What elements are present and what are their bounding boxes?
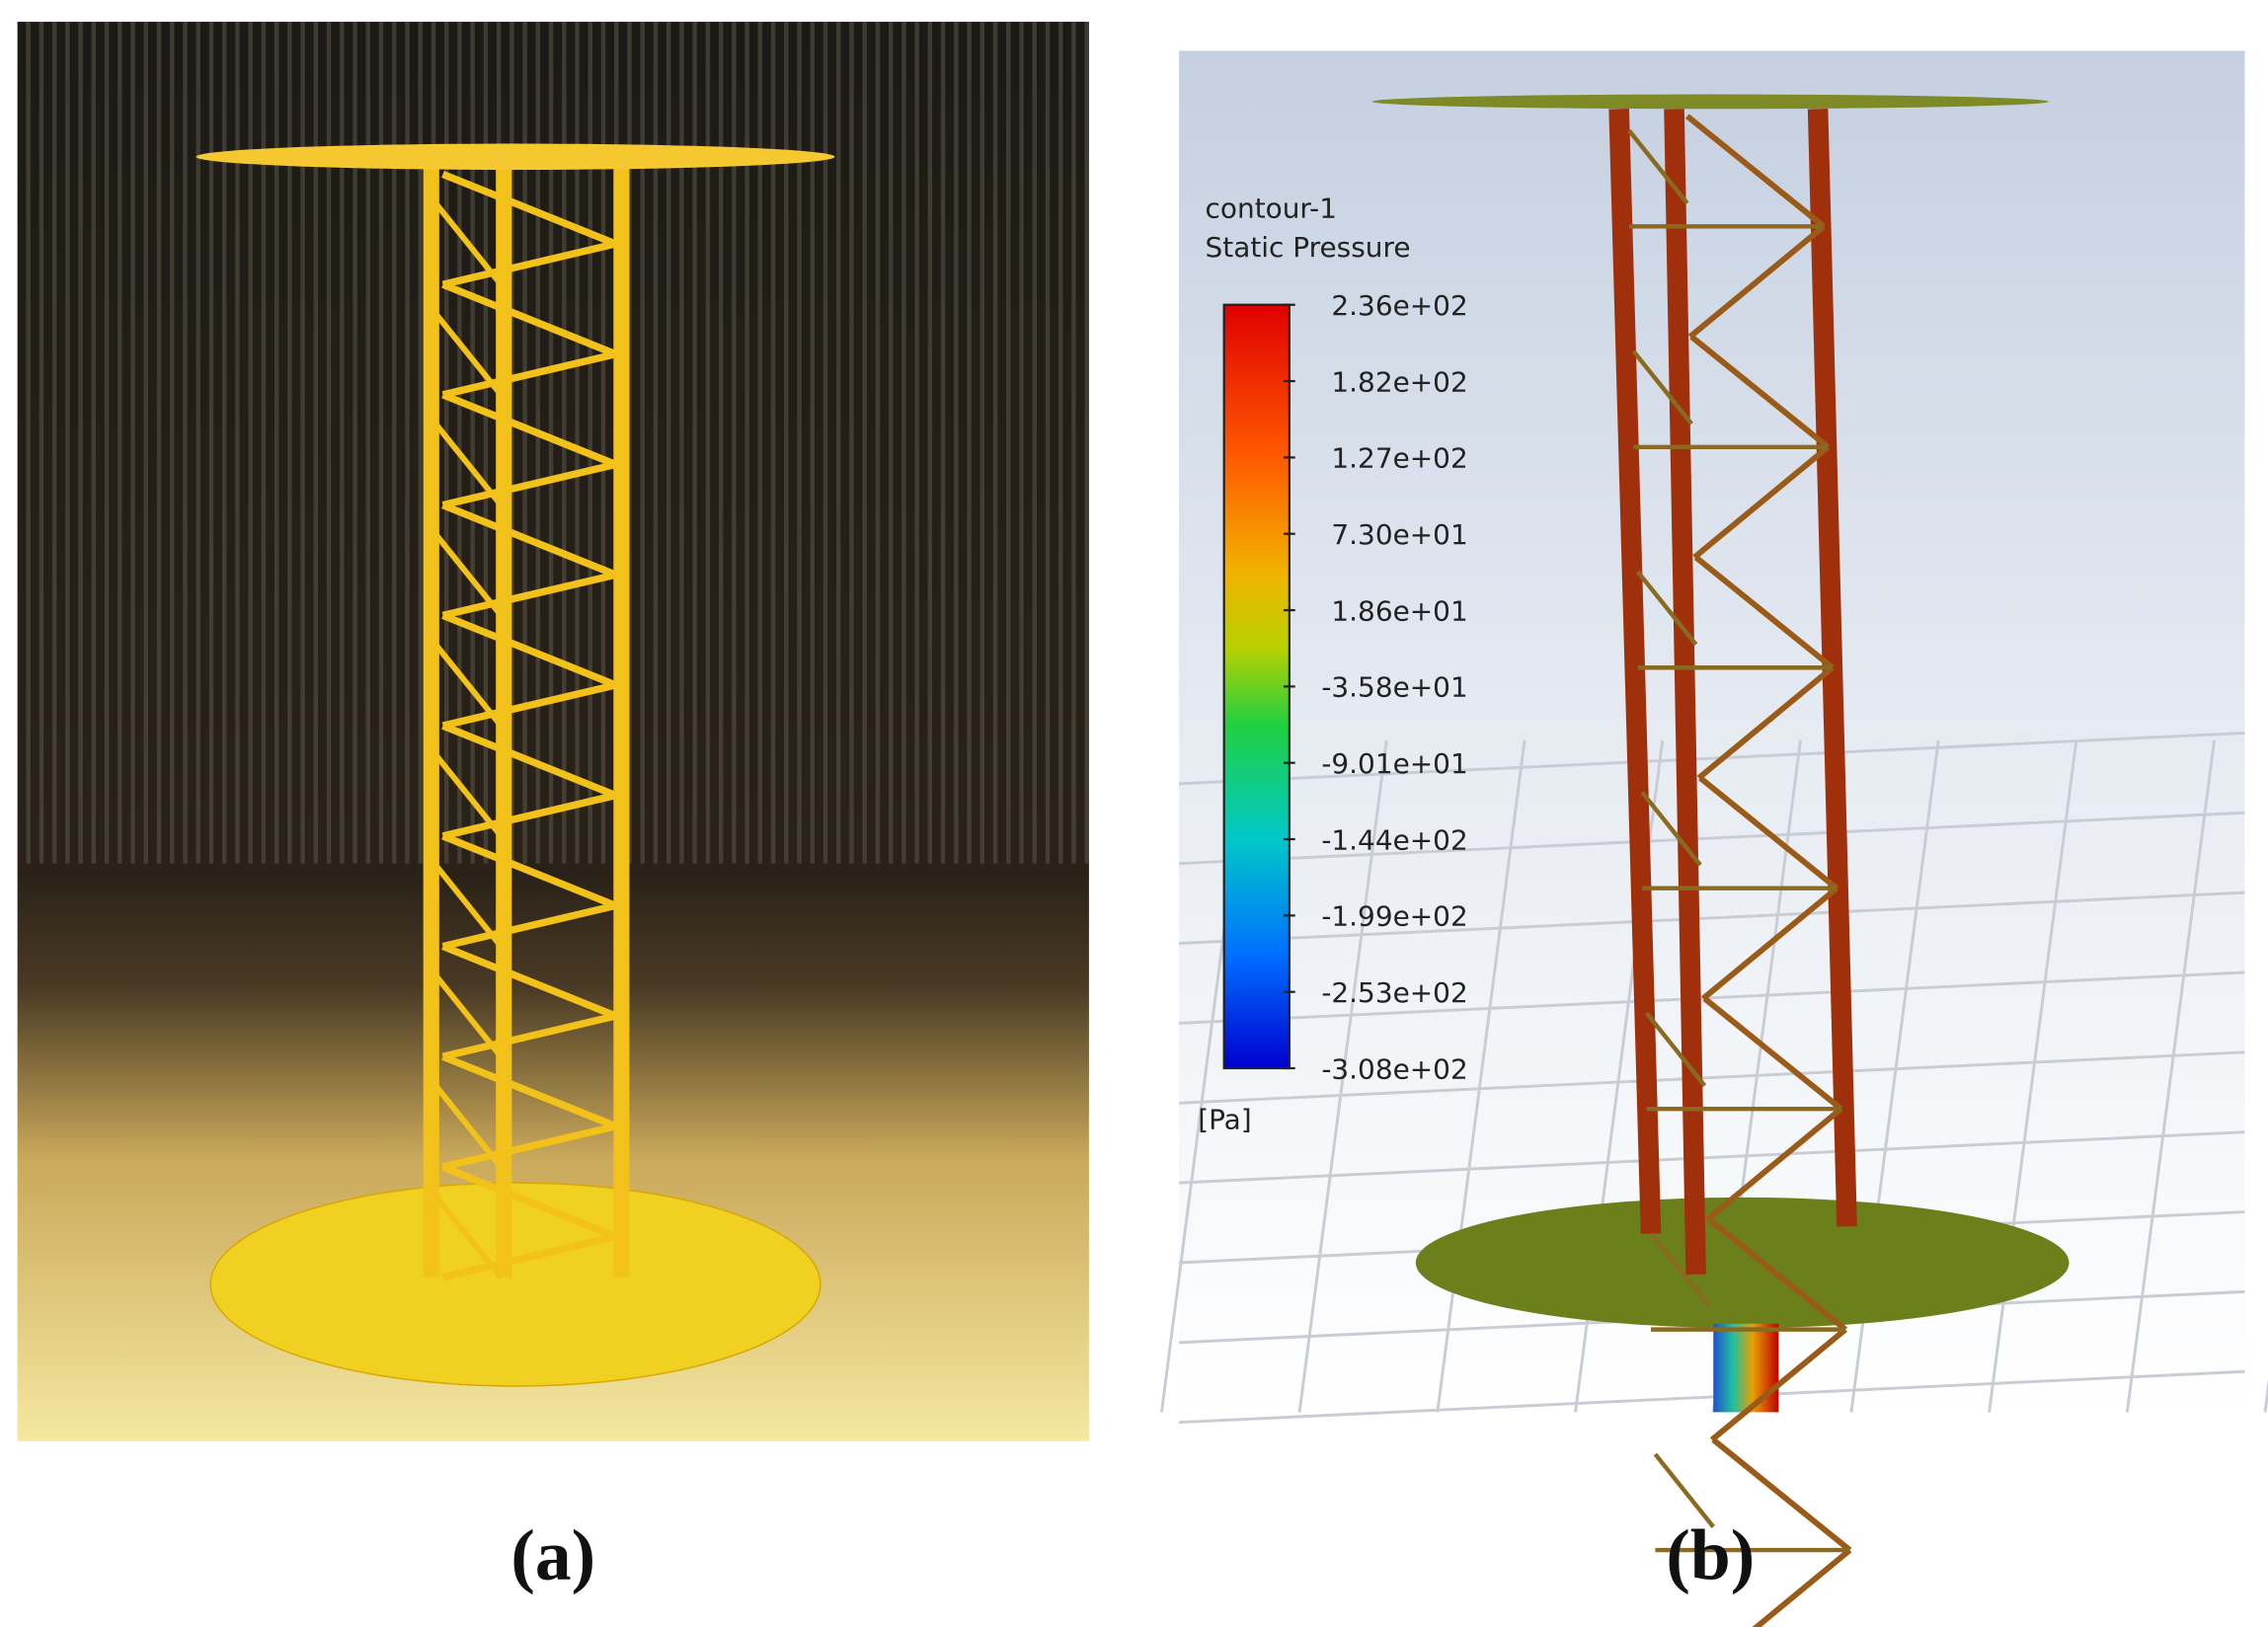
brace [441, 722, 617, 800]
brace [441, 1232, 617, 1281]
brace [432, 1083, 504, 1169]
brace [441, 240, 617, 288]
brace [441, 502, 617, 579]
brace [1644, 1011, 1707, 1088]
tick-label: 2.36e+02 [1331, 289, 1467, 322]
top-plate [1371, 94, 2049, 110]
grid-line [1179, 731, 2245, 786]
tick-label: -3.58e+01 [1321, 671, 1467, 704]
brace [1693, 555, 1835, 670]
brace [1649, 1232, 1711, 1308]
brace [441, 681, 617, 730]
grid-line [1436, 739, 1526, 1413]
brace [1631, 349, 1693, 426]
brace [1752, 1547, 1852, 1627]
brace [441, 1123, 617, 1171]
column [1664, 109, 1706, 1275]
grid-line [1179, 970, 2245, 1025]
brace [1702, 996, 1843, 1112]
panel-b: contour-1 Static Pressure 2.36e+02 1.82e+… [1159, 50, 2268, 1627]
grid-line [1179, 1050, 2245, 1105]
column [1608, 108, 1662, 1234]
grid-line [1179, 891, 2245, 946]
brace [432, 752, 504, 838]
brace [1627, 128, 1689, 205]
brace [432, 200, 504, 286]
brace [441, 1012, 617, 1060]
brace [441, 792, 617, 840]
brace [441, 391, 617, 468]
brace [441, 280, 617, 358]
panel-label: (b) [1666, 1513, 1755, 1594]
brace [441, 611, 617, 689]
brace [1698, 775, 1839, 891]
tick-label: -1.44e+02 [1321, 823, 1467, 856]
panel-a: (a) [17, 22, 1089, 1594]
brace [441, 350, 617, 399]
brace [432, 422, 504, 507]
brace [1701, 886, 1839, 1001]
brace [441, 943, 617, 1020]
tick-label: -1.99e+02 [1321, 900, 1467, 933]
brace [432, 532, 504, 618]
brace [441, 901, 617, 951]
grid-line [1297, 739, 1388, 1413]
color-bar [1222, 303, 1290, 1070]
panel-label: (a) [510, 1513, 595, 1594]
tick-label: 1.82e+02 [1331, 365, 1467, 398]
brace [1692, 444, 1831, 560]
brace [1684, 114, 1826, 229]
brace [432, 863, 504, 949]
brace [1687, 224, 1826, 340]
brace [441, 1052, 617, 1130]
grid-line [1179, 1130, 2245, 1185]
tick-label: -3.08e+02 [1321, 1052, 1467, 1085]
tick-label: 1.86e+01 [1331, 594, 1467, 627]
brace [1653, 1452, 1715, 1528]
grid-line [1179, 1369, 2245, 1425]
brace [432, 642, 504, 728]
truss [1608, 108, 1857, 1627]
brace [1705, 1106, 1843, 1222]
legend: contour-1 Static Pressure 2.36e+02 1.82e+… [1198, 193, 1468, 1136]
tick-label: 7.30e+01 [1331, 518, 1467, 551]
brace [441, 1163, 617, 1240]
grid-line [2125, 739, 2217, 1413]
legend-title: contour-1 [1206, 193, 1337, 225]
tick-label: 1.27e+02 [1331, 442, 1467, 475]
brace [441, 460, 617, 509]
brace [432, 311, 504, 397]
brace [441, 571, 617, 619]
brace [432, 1194, 504, 1279]
top-plate [196, 143, 835, 171]
brace [1689, 334, 1831, 450]
tick-label: -2.53e+02 [1321, 976, 1467, 1009]
brace [1711, 1437, 1852, 1553]
brace [441, 832, 617, 909]
base-plate [209, 1182, 821, 1387]
support-post [1713, 1323, 1779, 1413]
truss [423, 159, 630, 1281]
brace [432, 973, 504, 1059]
brace [1706, 1216, 1847, 1332]
base-plate [1415, 1197, 2070, 1329]
brace [1636, 570, 1698, 647]
legend-variable: Static Pressure [1206, 231, 1411, 264]
legend-unit: [Pa] [1198, 1104, 1251, 1136]
brace [1640, 791, 1702, 867]
brace [1709, 1327, 1847, 1442]
brace [1696, 664, 1835, 781]
brace [441, 171, 617, 248]
render-background [1179, 50, 2245, 1413]
tick-label: -9.01e+01 [1321, 747, 1467, 780]
